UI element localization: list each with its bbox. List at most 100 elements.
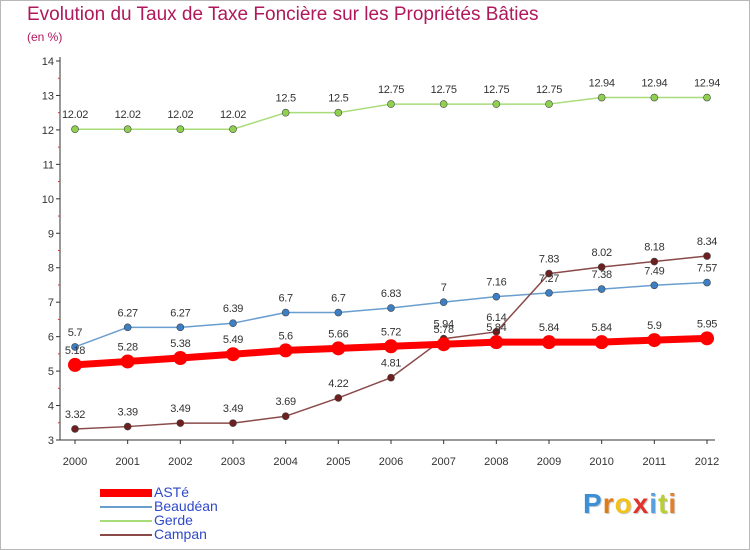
data-label: 6.27 xyxy=(118,307,138,319)
x-tick-label: 2005 xyxy=(326,456,350,468)
data-point xyxy=(703,252,711,260)
data-point xyxy=(545,269,553,278)
data-point xyxy=(278,343,293,358)
data-label: 5.78 xyxy=(434,324,454,336)
data-point xyxy=(123,125,132,134)
data-point xyxy=(334,108,343,117)
legend-swatch xyxy=(100,520,152,522)
data-label: 7.27 xyxy=(539,273,559,285)
x-tick-label: 2003 xyxy=(221,456,245,468)
data-label: 3.49 xyxy=(170,403,190,415)
data-label: 5.18 xyxy=(65,345,85,357)
data-point xyxy=(334,394,343,402)
data-label: 8.34 xyxy=(697,236,717,248)
data-point xyxy=(176,323,185,332)
data-label: 12.75 xyxy=(378,84,404,96)
series-0 xyxy=(68,331,714,372)
chart-title: Evolution du Taux de Taxe Foncière sur l… xyxy=(27,4,539,25)
y-tick-label: 4 xyxy=(48,401,54,413)
data-label: 5.72 xyxy=(381,326,401,338)
data-point xyxy=(700,331,714,346)
chart-axes: 3 4 5 6 7 8 9 10 11 12 13 14 2000 2001 2002 2003 2004 200… xyxy=(42,56,719,468)
data-label: 12.94 xyxy=(641,78,667,90)
data-label: 6.7 xyxy=(331,293,346,305)
data-point xyxy=(173,350,188,365)
data-label: 5.66 xyxy=(328,328,348,340)
x-tick-label: 2008 xyxy=(484,456,508,468)
data-point xyxy=(176,419,185,427)
data-point xyxy=(120,354,135,369)
x-tick-label: 2004 xyxy=(273,456,297,468)
data-point xyxy=(597,93,606,102)
data-point xyxy=(123,422,132,431)
legend-swatch xyxy=(100,489,152,497)
y-tick-label: 8 xyxy=(48,263,54,275)
chart-series xyxy=(68,93,714,433)
data-label: 7.16 xyxy=(486,277,506,289)
x-tick-label: 2011 xyxy=(643,456,667,468)
data-label: 3.32 xyxy=(65,409,85,421)
x-tick-label: 2006 xyxy=(379,456,403,468)
x-tick-label: 2009 xyxy=(537,456,561,468)
series-1 xyxy=(71,278,711,351)
y-tick-label: 12 xyxy=(42,125,54,137)
series-2 xyxy=(71,93,711,134)
data-point xyxy=(650,281,659,290)
y-tick-label: 9 xyxy=(48,228,54,240)
data-point xyxy=(334,308,343,317)
legend-swatch xyxy=(100,506,152,508)
data-label: 3.49 xyxy=(223,403,243,415)
data-point xyxy=(594,335,609,350)
data-point xyxy=(387,100,395,108)
data-point xyxy=(439,100,448,108)
y-tick-label: 13 xyxy=(42,90,54,102)
data-point xyxy=(384,339,398,354)
data-point xyxy=(436,337,451,352)
data-label: 5.38 xyxy=(170,338,190,350)
y-tick-label: 3 xyxy=(48,435,54,447)
data-label: 5.28 xyxy=(118,341,138,353)
data-point xyxy=(387,304,395,312)
y-tick-label: 7 xyxy=(48,297,54,309)
data-label: 5.6 xyxy=(278,330,293,342)
data-label: 12.75 xyxy=(483,84,509,96)
data-label: 5.7 xyxy=(68,327,83,339)
data-point xyxy=(597,285,606,293)
data-point xyxy=(71,425,79,433)
data-point xyxy=(176,125,185,134)
data-point xyxy=(542,335,556,350)
data-label: 7.83 xyxy=(539,254,559,266)
x-tick-label: 2002 xyxy=(168,456,192,468)
data-label: 5.94 xyxy=(434,319,454,331)
data-point xyxy=(281,412,290,421)
y-tick-label: 5 xyxy=(48,366,54,378)
x-tick-label: 2001 xyxy=(115,456,139,468)
data-label: 7 xyxy=(441,282,447,294)
data-point xyxy=(650,93,659,102)
chart-data-labels: 5.18 5.28 5.38 5.49 5.6 5.66 5.72 5.78 5.84 5.84 5… xyxy=(62,78,721,421)
x-tick-label: 2007 xyxy=(431,456,455,468)
data-point xyxy=(545,289,553,297)
data-label: 12.75 xyxy=(536,84,562,96)
data-label: 12.02 xyxy=(167,109,193,121)
legend-label: ASTé xyxy=(154,484,190,500)
data-point xyxy=(703,278,711,287)
data-point xyxy=(281,308,290,317)
x-tick-label: 2012 xyxy=(695,456,719,468)
data-point xyxy=(331,341,346,356)
data-label: 7.49 xyxy=(644,265,664,277)
data-label: 12.5 xyxy=(328,93,348,105)
data-label: 7.38 xyxy=(592,269,612,281)
data-point xyxy=(123,323,132,332)
data-label: 5.84 xyxy=(592,322,612,334)
y-tick-label: 11 xyxy=(43,159,54,171)
data-point xyxy=(387,373,395,382)
data-label: 5.84 xyxy=(539,322,559,334)
data-point xyxy=(229,319,237,327)
unit-label: (en %) xyxy=(27,30,63,44)
data-label: 6.39 xyxy=(223,303,243,315)
legend-label: Gerde xyxy=(154,512,193,528)
data-label: 12.02 xyxy=(115,109,141,121)
legend-swatch xyxy=(100,534,152,536)
data-point xyxy=(492,292,501,301)
